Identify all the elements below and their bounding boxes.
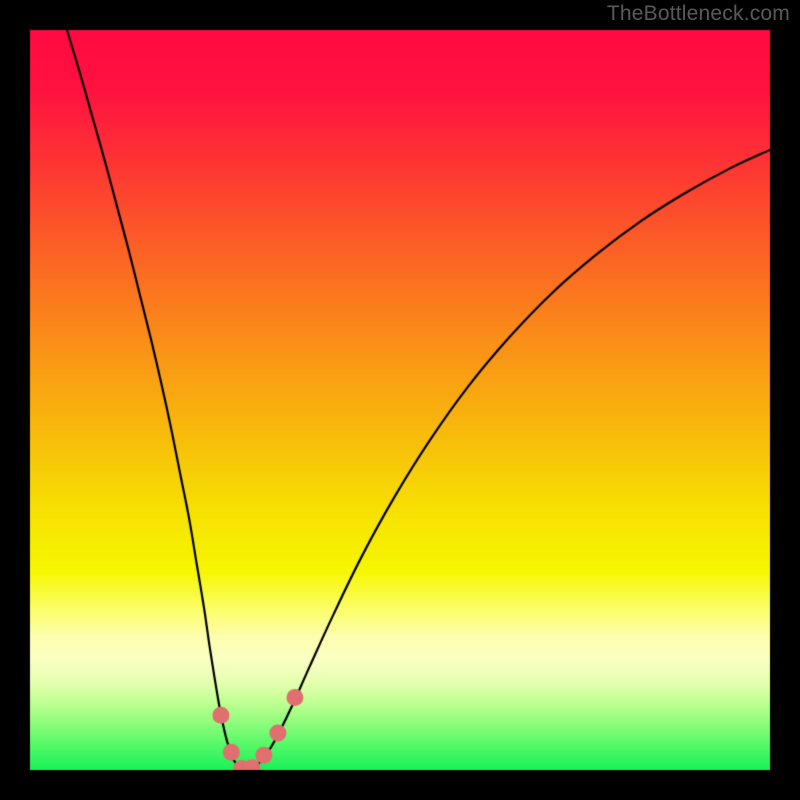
watermark-text: TheBottleneck.com	[607, 2, 790, 26]
bottleneck-chart	[0, 0, 800, 800]
